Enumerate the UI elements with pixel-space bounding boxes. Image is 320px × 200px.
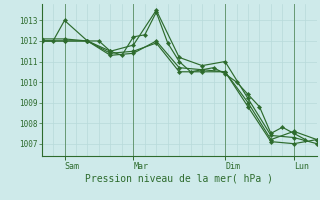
X-axis label: Pression niveau de la mer( hPa ): Pression niveau de la mer( hPa ) [85,173,273,183]
